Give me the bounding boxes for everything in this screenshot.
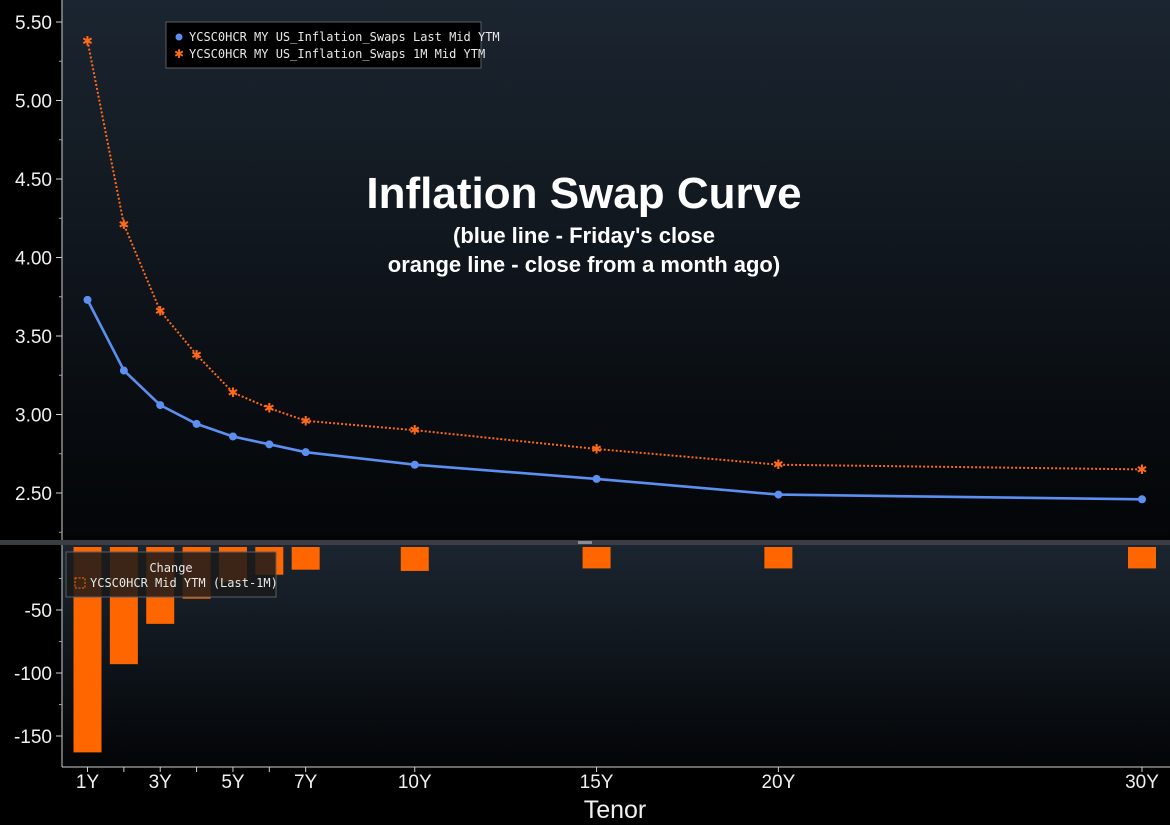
orange-series-line — [86, 40, 1143, 471]
change-bar — [400, 547, 429, 571]
x-tick-label: 15Y — [580, 772, 614, 793]
bottom-y-ticks: -50 -100 -150 — [14, 578, 62, 748]
orange-series-point: ✱ — [118, 218, 129, 233]
orange-series-point: ✱ — [82, 34, 93, 49]
top-legend-box — [165, 21, 482, 69]
curve-markers: ✱ ✱ ✱ ✱ ✱ ✱ ✱ ✱ ✱ ✱ ✱ — [82, 34, 1148, 504]
blue-series-point — [228, 432, 237, 441]
orange-series-point: ✱ — [300, 414, 311, 429]
blue-series-point — [1138, 495, 1146, 504]
chart-subtitle-line-2: orange line - close from a month ago) — [388, 252, 780, 277]
bottom-legend-label: YCSC0HCR Mid YTM (Last-1M) — [90, 576, 278, 590]
x-ticks: 1Y 3Y 5Y 7Y 10Y 15Y 20Y 30Y — [76, 767, 1159, 793]
x-tick-label: 5Y — [221, 772, 245, 793]
orange-series-point: ✱ — [591, 443, 602, 458]
orange-series-point: ✱ — [1137, 463, 1148, 478]
top-y-tick-label: 4.00 — [15, 249, 52, 270]
blue-series-point — [774, 490, 783, 499]
change-series-legend-icon — [74, 577, 86, 589]
divider-grip-icon[interactable] — [578, 541, 592, 544]
change-bar — [1128, 547, 1156, 569]
top-y-ticks: 5.50 5.00 4.50 4.00 3.50 3.00 2.50 — [15, 13, 62, 533]
top-y-tick-label: 3.00 — [15, 406, 52, 427]
blue-series-point — [265, 440, 274, 449]
blue-series-point — [410, 460, 419, 469]
orange-series-point: ✱ — [155, 304, 166, 319]
legend-label-series-2: YCSC0HCR MY US_Inflation_Swaps 1M Mid YT… — [189, 47, 485, 61]
orange-series-point: ✱ — [773, 458, 784, 473]
bottom-legend: Change YCSC0HCR Mid YTM (Last-1M) — [65, 551, 278, 598]
x-tick-label: 3Y — [149, 772, 173, 793]
x-tick-label: 10Y — [398, 772, 432, 793]
chart-title: Inflation Swap Curve — [366, 169, 801, 218]
x-axis-title: Tenor — [584, 796, 647, 824]
blue-series-point — [83, 295, 92, 304]
orange-series-point: ✱ — [227, 386, 238, 401]
top-y-tick-label: 5.50 — [15, 13, 52, 34]
change-bar — [291, 547, 320, 570]
x-tick-label: 20Y — [761, 772, 795, 793]
top-y-tick-label: 5.00 — [15, 92, 52, 113]
orange-series-point: ✱ — [191, 348, 202, 363]
top-y-tick-label: 4.50 — [15, 170, 52, 191]
chart-subtitle-line-1: (blue line - Friday's close — [453, 223, 715, 248]
x-tick-label: 1Y — [76, 772, 100, 793]
top-y-tick-label: 3.50 — [15, 327, 52, 348]
blue-series-point — [156, 401, 165, 410]
change-bar — [582, 547, 611, 569]
orange-series-legend-icon: ✱ — [174, 47, 184, 61]
legend-label-series-1: YCSC0HCR MY US_Inflation_Swaps Last Mid … — [189, 30, 500, 44]
top-legend: YCSC0HCR MY US_Inflation_Swaps Last Mid … — [165, 21, 500, 69]
orange-series-point: ✱ — [264, 402, 275, 417]
blue-series-point — [119, 366, 128, 375]
blue-series-point — [301, 448, 310, 457]
blue-series-point — [592, 474, 601, 483]
blue-series-legend-icon — [175, 33, 183, 41]
orange-series-point: ✱ — [409, 424, 420, 439]
bottom-legend-box — [65, 551, 277, 598]
bottom-y-tick-label: -150 — [14, 727, 52, 748]
x-tick-label: 7Y — [294, 772, 318, 793]
x-tick-label: 30Y — [1125, 772, 1159, 793]
bottom-legend-title: Change — [149, 561, 192, 575]
change-bar — [764, 547, 793, 569]
top-y-tick-label: 2.50 — [15, 484, 52, 505]
bottom-y-tick-label: -100 — [14, 664, 52, 685]
bottom-y-tick-label: -50 — [25, 601, 52, 622]
blue-series-point — [192, 419, 201, 428]
